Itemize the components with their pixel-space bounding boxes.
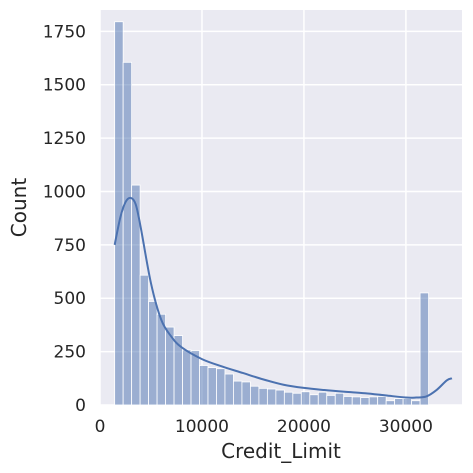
x-tick-label: 0: [95, 417, 106, 437]
histogram-bar: [334, 392, 345, 406]
histogram-bar: [266, 388, 277, 406]
x-tick-label: 30000: [379, 417, 433, 437]
histogram-bars: [114, 21, 429, 406]
histogram-bar: [199, 365, 209, 406]
histogram-bar: [190, 350, 200, 406]
y-tick-label: 1500: [43, 76, 86, 96]
x-tick-label: 20000: [277, 417, 331, 437]
histogram-bar: [283, 391, 294, 406]
x-tick-label: 10000: [175, 417, 229, 437]
y-tick-labels: 0 250 500 750 1000 1250 1500 1750: [43, 22, 86, 416]
histogram-bar: [300, 391, 311, 406]
histogram-bar: [419, 292, 429, 406]
y-tick-label: 500: [54, 289, 86, 309]
histogram-bar: [402, 398, 413, 406]
histogram-bar: [317, 391, 328, 406]
x-tick-labels: 0 10000 20000 30000: [95, 417, 433, 437]
histogram-bar: [275, 389, 285, 406]
histogram-bar: [250, 385, 260, 406]
histogram-bar: [233, 380, 243, 406]
histogram-bar: [326, 394, 336, 406]
histogram-bar: [216, 368, 226, 406]
histogram-bar: [292, 392, 302, 406]
y-tick-label: 1000: [43, 182, 86, 202]
histogram-bar: [207, 367, 217, 406]
y-tick-label: 250: [54, 343, 86, 363]
histogram-bar: [351, 396, 362, 406]
y-tick-label: 1250: [43, 129, 86, 149]
histogram-bar: [368, 396, 379, 406]
histogram-bar: [360, 397, 370, 406]
x-axis-label: Credit_Limit: [221, 439, 341, 463]
histogram-bar: [122, 61, 133, 406]
histogram-bar: [139, 274, 149, 406]
kde-line: [113, 196, 453, 399]
histogram-bar: [182, 349, 192, 406]
y-tick-label: 1750: [43, 22, 86, 42]
histogram-bar: [385, 400, 396, 406]
histogram-bar: [309, 394, 319, 406]
y-axis-label: Count: [7, 178, 31, 238]
histogram-bar: [394, 398, 404, 406]
histogram-bar: [241, 381, 251, 406]
histogram-bar: [343, 396, 353, 406]
histogram-bar: [258, 387, 268, 406]
histogram-bar: [148, 301, 158, 406]
y-tick-label: 750: [54, 236, 86, 256]
y-tick-label: 0: [75, 396, 86, 416]
histogram-bar: [377, 396, 387, 406]
histogram-bar: [411, 400, 421, 406]
histogram-bar: [224, 373, 234, 406]
gridlines: [99, 10, 462, 406]
